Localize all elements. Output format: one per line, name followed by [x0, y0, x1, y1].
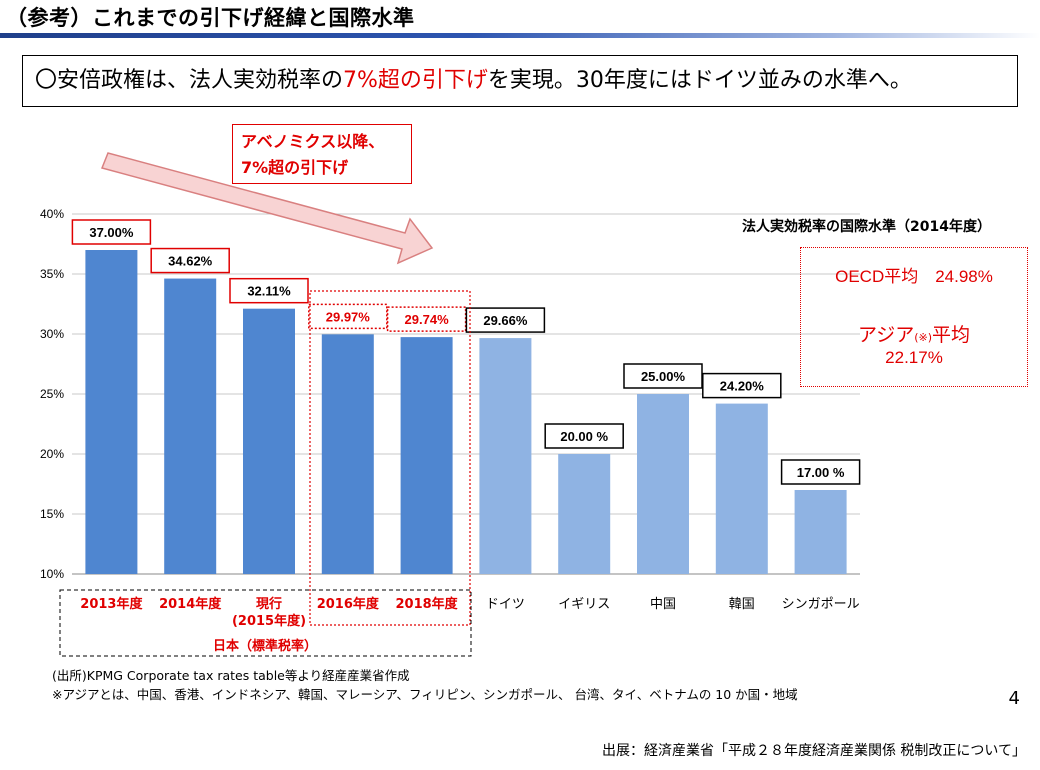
- asia-suffix: 平均: [932, 324, 971, 346]
- bar: [243, 308, 295, 574]
- y-tick-label: 10%: [40, 567, 64, 581]
- data-label-box: [465, 307, 546, 333]
- abenomics-callout: アベノミクス以降、 7%超の引下げ: [232, 124, 412, 184]
- data-label-box: [386, 306, 467, 332]
- bar: [479, 338, 532, 574]
- title-underline: [0, 33, 1040, 38]
- bar: [715, 403, 768, 574]
- page-number: 4: [1008, 688, 1020, 709]
- data-label: 25.00%: [641, 369, 686, 384]
- data-label: 29.97%: [326, 309, 371, 324]
- japan-group-box: [59, 589, 472, 657]
- x-tick-label: 2014年度: [159, 596, 222, 612]
- y-tick-label: 25%: [40, 387, 64, 401]
- x-tick-label: 2018年度: [396, 596, 459, 612]
- page-title: （参考）これまでの引下げ経緯と国際水準: [6, 6, 415, 30]
- y-tick-label: 15%: [40, 507, 64, 521]
- source-note: (出所)KPMG Corporate tax rates table等より経産産…: [52, 668, 410, 683]
- x-tick-label: 現行: [256, 596, 282, 612]
- data-labels: 37.00% 34.62% 32.11% 29.97% 29.74% 29.66% 20.0…: [71, 219, 861, 485]
- data-label-box: [308, 303, 388, 330]
- x-tick-label: (2015年度): [232, 613, 306, 629]
- data-label-box: [780, 459, 861, 485]
- data-label: 29.74%: [405, 312, 450, 327]
- data-label: 32.11%: [247, 284, 291, 299]
- data-label: 17.00 %: [797, 465, 845, 480]
- asia-label: アジア: [857, 324, 915, 346]
- x-tick-label: シンガポール: [782, 597, 860, 612]
- asia-note-mark: (※): [914, 331, 933, 344]
- bar: [164, 278, 217, 574]
- y-axis-ticks: 10% 15% 20% 25% 30% 35% 40%: [40, 207, 64, 581]
- summary-suffix: を実現。30年度にはドイツ並みの水準へ。: [487, 68, 912, 93]
- data-label-box: [702, 372, 782, 399]
- y-tick-label: 20%: [40, 447, 64, 461]
- callout-line1: アベノミクス以降、: [241, 132, 385, 151]
- asia-average-label: アジア(※)平均: [801, 320, 1027, 347]
- data-label-box: [623, 363, 703, 389]
- y-tick-label: 40%: [40, 207, 64, 221]
- summary-box: 〇安倍政権は、法人実効税率の7%超の引下げを実現。30年度にはドイツ並みの水準へ…: [22, 55, 1018, 107]
- bar: [321, 334, 374, 574]
- y-tick-label: 30%: [40, 327, 64, 341]
- bar: [85, 250, 138, 574]
- intl-level-box: OECD平均 24.98% アジア(※)平均 22.17%: [800, 247, 1028, 387]
- category-labels: 2013年度 2014年度 現行(2015年度) 2016年度 2018年度 ドイツ イギリ…: [80, 596, 859, 629]
- asia-average-value: 22.17%: [885, 348, 943, 367]
- bar: [637, 394, 689, 574]
- x-tick-label: 2016年度: [317, 596, 380, 612]
- x-tick-label: 韓国: [729, 597, 755, 612]
- bar: [794, 490, 847, 574]
- x-tick-label: ドイツ: [486, 597, 525, 612]
- oecd-average: OECD平均 24.98%: [835, 267, 993, 286]
- data-label: 37.00%: [89, 225, 134, 240]
- data-label: 24.20%: [720, 379, 765, 394]
- x-tick-label: イギリス: [558, 597, 610, 612]
- intl-level-title: 法人実効税率の国際水準（2014年度）: [742, 219, 991, 235]
- bar: [558, 454, 611, 574]
- japan-label: 日本（標準税率）: [213, 638, 317, 654]
- source-citation: 出展：経済産業省「平成２８年度経済産業関係 税制改正について」: [601, 743, 1026, 759]
- bar: [400, 337, 453, 574]
- data-label: 29.66%: [483, 313, 528, 328]
- summary-highlight: 7%超の引下げ: [343, 68, 488, 93]
- asia-definition-note: ※アジアとは、中国、香港、インドネシア、韓国、マレーシア、フィリピン、シンガポー…: [52, 687, 798, 702]
- bars: [85, 250, 847, 574]
- data-label: 20.00 %: [560, 429, 608, 444]
- downward-trend-arrow: [100, 152, 434, 265]
- future-years-highlight: [309, 290, 471, 626]
- x-tick-label: 中国: [650, 597, 676, 612]
- data-label-box: [229, 277, 309, 304]
- data-label-box: [150, 247, 230, 274]
- x-tick-label: 2013年度: [80, 596, 143, 612]
- data-label-box: [71, 219, 152, 245]
- y-tick-label: 35%: [40, 267, 64, 281]
- callout-line2: 7%超の引下げ: [241, 158, 349, 177]
- data-label-box: [544, 423, 624, 449]
- summary-prefix: 〇安倍政権は、法人実効税率の: [35, 68, 344, 93]
- data-label: 34.62%: [168, 254, 213, 269]
